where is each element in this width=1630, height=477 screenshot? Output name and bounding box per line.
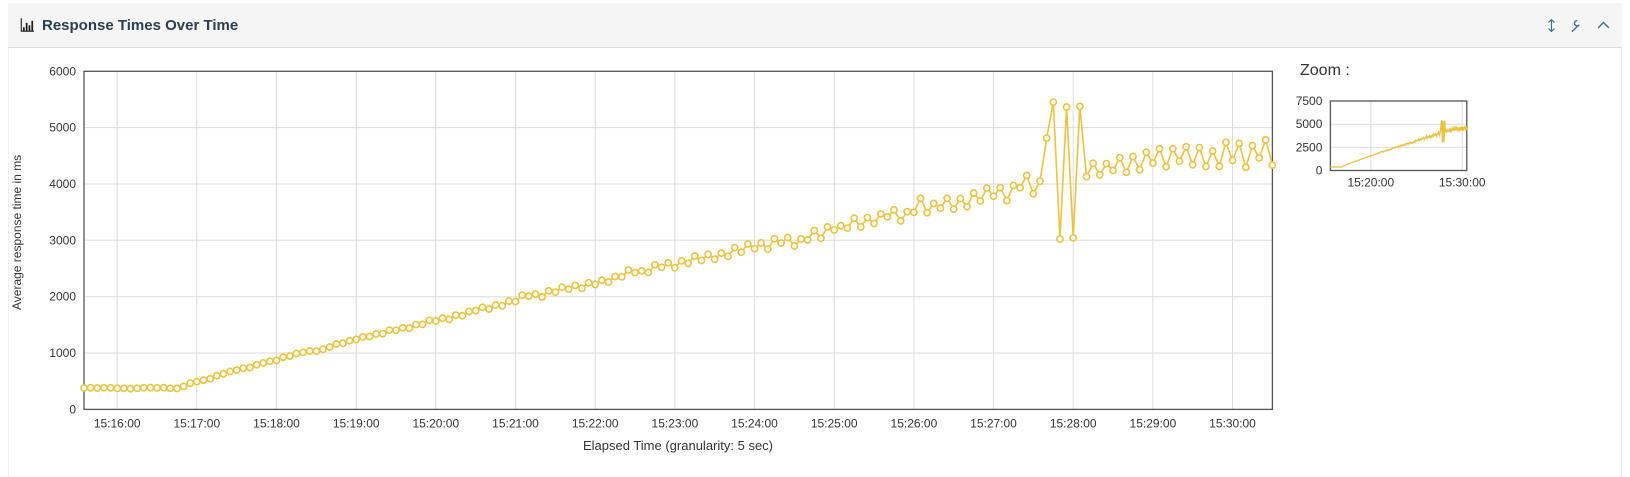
- svg-text:2500: 2500: [1296, 140, 1323, 154]
- svg-text:7500: 7500: [1296, 94, 1323, 108]
- svg-text:15:20:00: 15:20:00: [1347, 176, 1394, 190]
- svg-text:15:30:00: 15:30:00: [1439, 176, 1486, 190]
- svg-text:0: 0: [1316, 164, 1323, 178]
- svg-text:5000: 5000: [1296, 117, 1323, 131]
